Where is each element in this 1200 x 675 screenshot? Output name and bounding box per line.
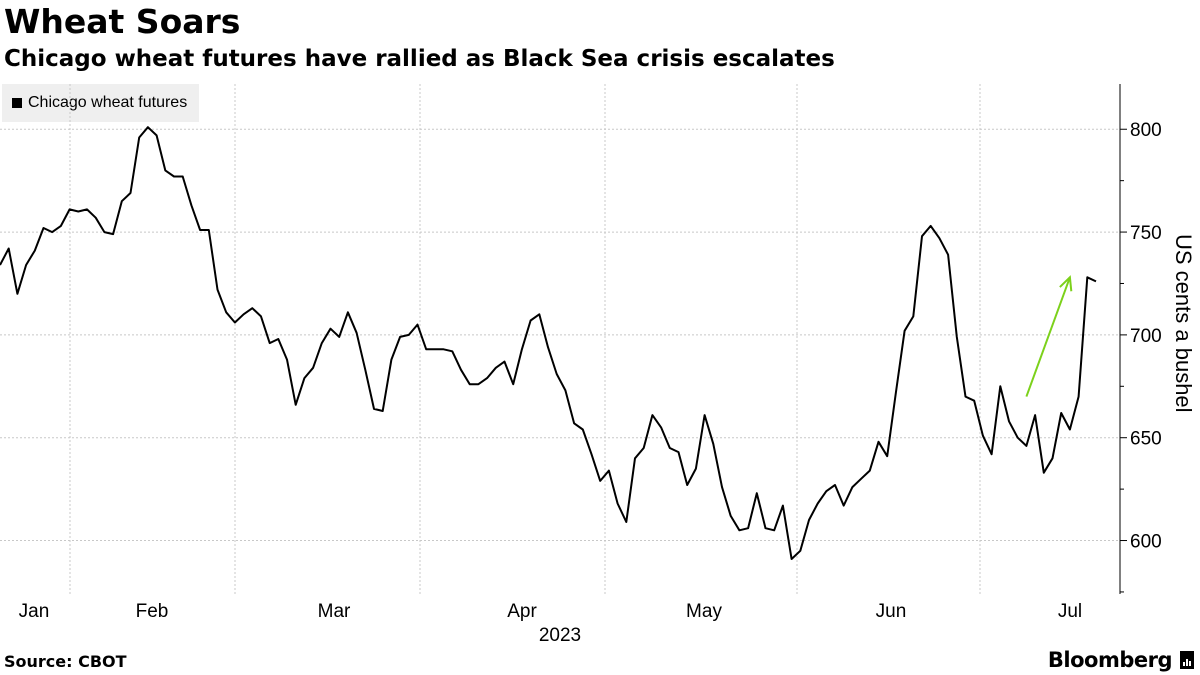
legend-label: Chicago wheat futures	[28, 94, 188, 111]
x-year-label: 2023	[539, 625, 581, 646]
x-tick-label: May	[686, 601, 722, 622]
y-tick-label: 700	[1130, 326, 1162, 347]
axes: 600 650 700 750 800 Jan Feb Mar Apr May Jun Jul 2023	[19, 84, 1162, 646]
brand-logo: Bloomberg	[1048, 648, 1194, 672]
series-group	[0, 126, 1097, 560]
grid	[0, 84, 1120, 594]
annotation-arrow-head	[1059, 275, 1073, 292]
brand-name: Bloomberg	[1047, 648, 1173, 672]
y-tick-label: 600	[1130, 532, 1162, 553]
y-tick-label: 800	[1130, 120, 1162, 141]
x-tick-label: Mar	[318, 601, 351, 622]
x-tick-label: Feb	[136, 601, 169, 622]
bloomberg-terminal-icon	[1180, 651, 1194, 669]
x-tick-label: Apr	[507, 601, 537, 622]
y-tick-label: 650	[1130, 429, 1162, 450]
y-tick-label: 750	[1130, 223, 1162, 244]
annotation-group	[1025, 275, 1073, 397]
chart-subtitle: Chicago wheat futures have rallied as Bl…	[4, 46, 835, 72]
legend-swatch	[12, 98, 22, 108]
chart-title: Wheat Soars	[4, 2, 241, 41]
legend: Chicago wheat futures	[2, 84, 200, 122]
x-tick-label: Jun	[876, 601, 907, 622]
series-line-chicago-wheat-futures	[0, 126, 1097, 560]
y-axis-label: US cents a bushel	[1171, 234, 1196, 413]
x-tick-label: Jan	[19, 601, 50, 622]
x-tick-label: Jul	[1058, 601, 1082, 622]
annotation-arrow-shaft	[1025, 276, 1071, 397]
source-note: Source: CBOT	[4, 652, 127, 671]
